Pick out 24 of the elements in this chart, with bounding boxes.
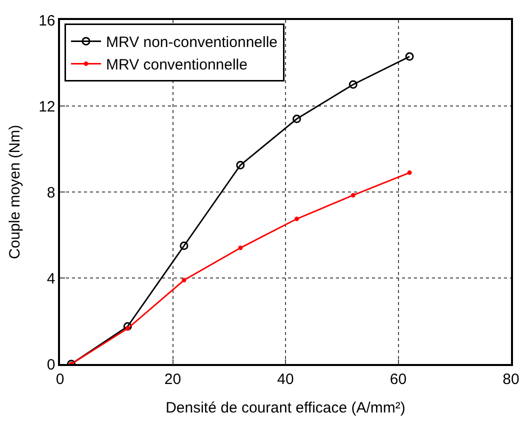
y-tick-label: 16 — [38, 12, 56, 30]
y-tick-label: 4 — [46, 270, 56, 288]
legend-label: MRV conventionnelle — [106, 56, 248, 74]
point — [182, 278, 186, 282]
x-tick-label: 60 — [390, 370, 407, 388]
point — [236, 160, 245, 170]
point — [292, 114, 302, 124]
point — [350, 192, 356, 198]
legend-label: MRV non-conventionnelle — [106, 34, 278, 52]
y-tick-label: 12 — [38, 98, 56, 116]
x-tick-label: 40 — [277, 370, 294, 388]
point — [294, 216, 300, 222]
y-axis-title: Couple moyen (Nm) — [6, 124, 24, 260]
point — [405, 52, 414, 61]
point — [348, 80, 358, 89]
point — [180, 242, 188, 250]
point — [407, 170, 412, 175]
x-tick-label: 80 — [502, 370, 520, 388]
point — [123, 322, 132, 331]
point — [238, 246, 243, 250]
x-tick-label: 20 — [164, 370, 182, 388]
y-tick-label: 0 — [46, 356, 56, 374]
y-tick-label: 8 — [46, 184, 56, 202]
x-axis-title: Densité de courant efficace (A/mm²) — [166, 399, 406, 416]
